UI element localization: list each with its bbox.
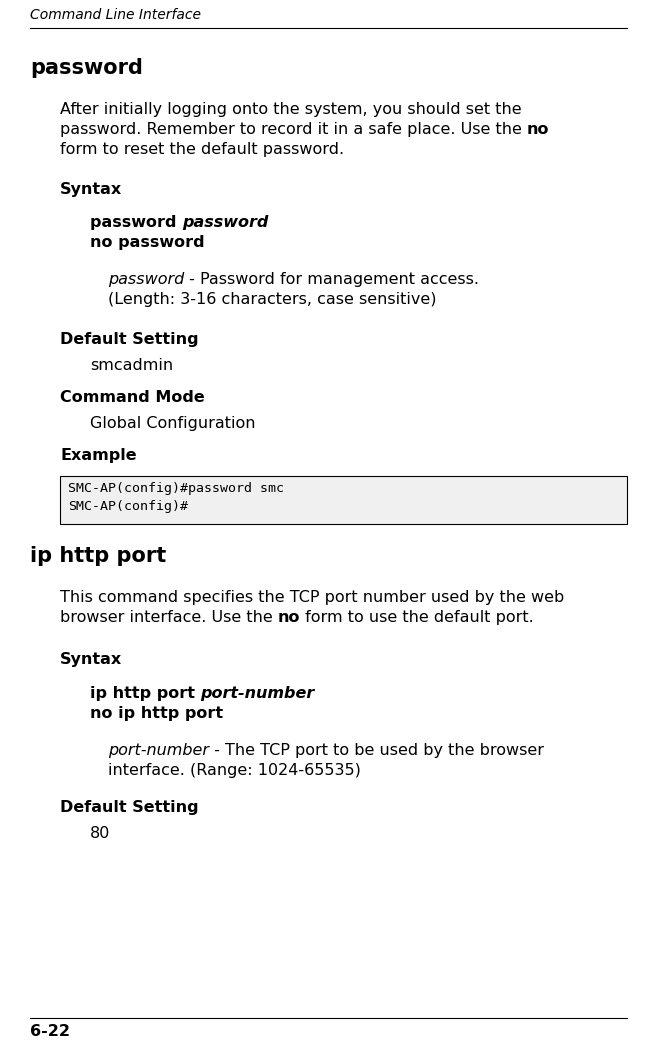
Text: browser interface. Use the: browser interface. Use the xyxy=(60,610,278,625)
Text: password. Remember to record it in a safe place. Use the: password. Remember to record it in a saf… xyxy=(60,122,527,137)
Text: password: password xyxy=(108,272,184,287)
Text: 80: 80 xyxy=(90,826,110,841)
Text: Command Mode: Command Mode xyxy=(60,390,205,405)
Text: ip http port: ip http port xyxy=(90,686,200,701)
Text: This command specifies the TCP port number used by the web: This command specifies the TCP port numb… xyxy=(60,590,564,605)
Text: SMC-AP(config)#password smc: SMC-AP(config)#password smc xyxy=(68,482,284,495)
Text: password: password xyxy=(182,215,269,230)
Text: ip http port: ip http port xyxy=(30,546,166,566)
Text: Syntax: Syntax xyxy=(60,652,122,667)
Text: - The TCP port to be used by the browser: - The TCP port to be used by the browser xyxy=(209,743,544,758)
Text: Global Configuration: Global Configuration xyxy=(90,416,256,431)
Text: no ip http port: no ip http port xyxy=(90,706,223,721)
Text: Example: Example xyxy=(60,448,137,463)
Bar xyxy=(60,476,627,524)
Text: (Length: 3-16 characters, case sensitive): (Length: 3-16 characters, case sensitive… xyxy=(108,292,436,307)
Text: password: password xyxy=(90,215,182,230)
Text: password: password xyxy=(30,58,143,78)
Text: form to reset the default password.: form to reset the default password. xyxy=(60,142,344,157)
Text: no: no xyxy=(527,122,549,137)
Text: port-number: port-number xyxy=(200,686,315,701)
Text: password. Remember to record it in a safe place. Use the: password. Remember to record it in a saf… xyxy=(60,122,527,137)
Text: no: no xyxy=(278,610,300,625)
Text: Command Line Interface: Command Line Interface xyxy=(30,8,201,22)
Text: no password: no password xyxy=(90,235,204,250)
Text: - Password for management access.: - Password for management access. xyxy=(184,272,479,287)
Text: After initially logging onto the system, you should set the: After initially logging onto the system,… xyxy=(60,102,522,117)
Text: form to use the default port.: form to use the default port. xyxy=(300,610,534,625)
Text: interface. (Range: 1024-65535): interface. (Range: 1024-65535) xyxy=(108,763,361,778)
Text: Syntax: Syntax xyxy=(60,182,122,197)
Text: port-number: port-number xyxy=(108,743,209,758)
Text: SMC-AP(config)#: SMC-AP(config)# xyxy=(68,500,188,513)
Text: Default Setting: Default Setting xyxy=(60,332,198,347)
Text: smcadmin: smcadmin xyxy=(90,358,173,373)
Text: no: no xyxy=(278,610,300,625)
Text: Default Setting: Default Setting xyxy=(60,800,198,815)
Text: 6-22: 6-22 xyxy=(30,1024,70,1039)
